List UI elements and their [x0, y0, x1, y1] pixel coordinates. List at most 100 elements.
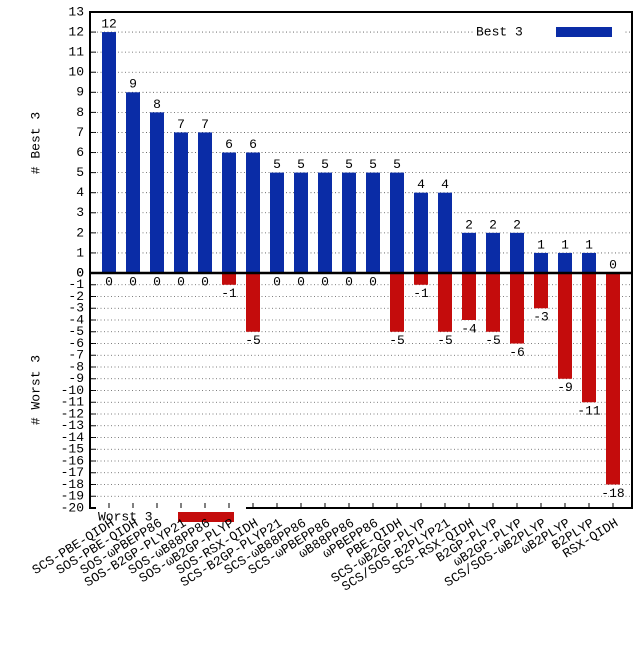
legend-swatch	[556, 27, 612, 37]
y-tick-label: 8	[76, 105, 84, 120]
y2-tick-label: 0	[76, 265, 84, 280]
y2-tick-label: -4	[68, 312, 84, 327]
bar	[606, 273, 620, 485]
bar	[390, 273, 404, 332]
value-label: 2	[465, 217, 473, 232]
value-label: -6	[509, 345, 525, 360]
y2-tick-label: -5	[68, 324, 84, 339]
y-tick-label: 9	[76, 85, 84, 100]
value-label: 0	[177, 274, 185, 289]
value-label: 5	[345, 157, 353, 172]
bar	[534, 252, 548, 273]
bar	[342, 172, 356, 273]
y-tick-label: 1	[76, 245, 84, 260]
y2-tick-label: -1	[68, 277, 84, 292]
value-label: 12	[101, 17, 117, 32]
bar	[462, 232, 476, 273]
value-label: 0	[321, 274, 329, 289]
bar	[558, 273, 572, 379]
y2-tick-label: -3	[68, 301, 84, 316]
bar	[486, 273, 500, 332]
value-label: -9	[557, 380, 573, 395]
y-tick-label: 12	[68, 25, 84, 40]
bar	[438, 192, 452, 273]
value-label: 1	[537, 237, 545, 252]
value-label: 7	[177, 117, 185, 132]
value-label: -5	[485, 333, 501, 348]
bar	[102, 32, 116, 274]
value-label: 5	[393, 157, 401, 172]
value-label: 5	[321, 157, 329, 172]
value-label: 7	[201, 117, 209, 132]
bar	[438, 273, 452, 332]
bar	[486, 232, 500, 273]
value-label: 1	[585, 237, 593, 252]
value-label: -3	[533, 310, 549, 325]
bar	[366, 172, 380, 273]
y2-tick-label: -8	[68, 359, 84, 374]
legend-swatch	[178, 512, 234, 522]
y-tick-label: 5	[76, 165, 84, 180]
value-label: 5	[369, 157, 377, 172]
y2-tick-label: -10	[61, 383, 84, 398]
value-label: -5	[389, 333, 405, 348]
bar	[246, 152, 260, 273]
legend-label: Worst 3	[98, 509, 153, 524]
value-label: 9	[129, 77, 137, 92]
y2-tick-label: -19	[61, 489, 84, 504]
y2-axis-label: # Worst 3	[28, 355, 43, 425]
bar	[222, 152, 236, 273]
bar	[126, 92, 140, 273]
bar	[222, 273, 236, 285]
bar	[582, 252, 596, 273]
y2-tick-label: -2	[68, 289, 84, 304]
bar	[462, 273, 476, 320]
bar	[150, 112, 164, 273]
bar	[510, 273, 524, 344]
y2-tick-label: -20	[61, 500, 84, 515]
value-label: -1	[413, 286, 429, 301]
value-label: 0	[369, 274, 377, 289]
y-tick-label: 6	[76, 145, 84, 160]
value-label: 4	[441, 177, 449, 192]
y-tick-label: 2	[76, 225, 84, 240]
y-tick-label: 7	[76, 125, 84, 140]
value-label: 0	[609, 257, 617, 272]
bar	[534, 273, 548, 309]
plot-frame	[89, 11, 633, 509]
value-label: 1	[561, 237, 569, 252]
y-tick-label: 4	[76, 185, 84, 200]
value-label: 0	[129, 274, 137, 289]
bar	[414, 192, 428, 273]
value-label: 0	[153, 274, 161, 289]
value-label: 0	[201, 274, 209, 289]
y2-tick-label: -6	[68, 336, 84, 351]
value-label: 2	[489, 217, 497, 232]
y-tick-label: 3	[76, 205, 84, 220]
bar	[246, 273, 260, 332]
bar	[174, 132, 188, 273]
bar	[294, 172, 308, 273]
value-label: -11	[577, 404, 601, 419]
y-tick-label: 0	[76, 265, 84, 280]
y2-tick-label: -15	[61, 442, 84, 457]
bar	[582, 273, 596, 403]
bar	[390, 172, 404, 273]
bar	[318, 172, 332, 273]
value-label: 4	[417, 177, 425, 192]
bar	[198, 132, 212, 273]
y2-tick-label: -7	[68, 348, 84, 363]
value-label: 0	[297, 274, 305, 289]
y2-tick-label: -16	[61, 453, 84, 468]
value-label: -18	[601, 486, 624, 501]
value-label: 5	[273, 157, 281, 172]
value-label: 2	[513, 217, 521, 232]
bar	[558, 252, 572, 273]
y-axis-label: # Best 3	[28, 112, 43, 174]
bar	[510, 232, 524, 273]
y-tick-label: 13	[68, 4, 84, 19]
value-label: 8	[153, 97, 161, 112]
value-label: 0	[345, 274, 353, 289]
bar	[414, 273, 428, 285]
